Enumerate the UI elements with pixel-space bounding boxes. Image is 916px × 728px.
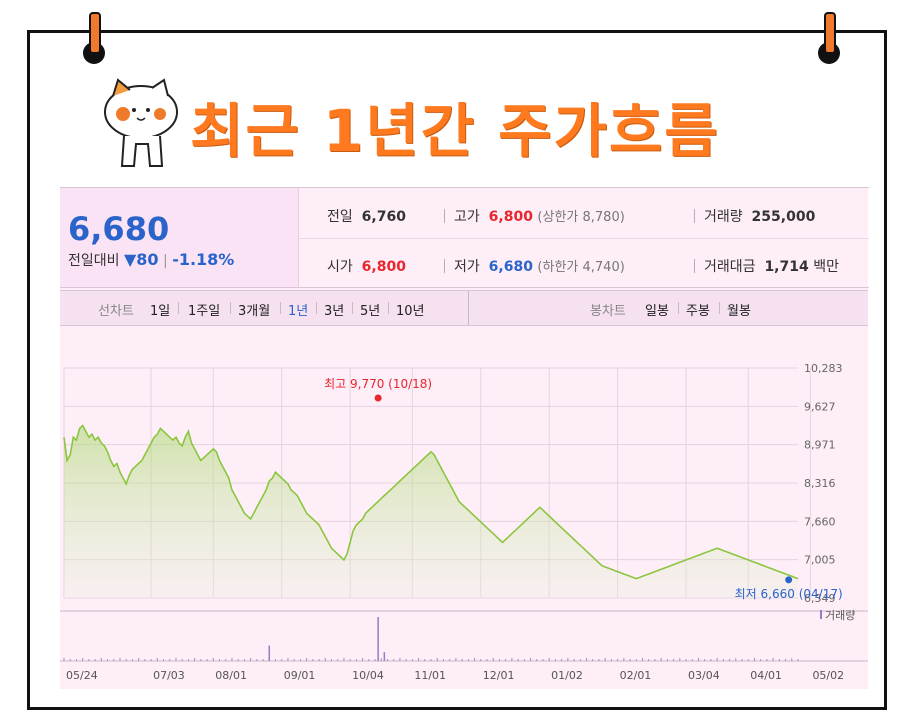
stats-divider (299, 238, 869, 239)
change-value: 80 (136, 250, 159, 269)
page-title: 최근 1년간 주가흐름 (190, 97, 720, 165)
tab-daily[interactable]: 일봉 (645, 304, 669, 319)
stat-trade-value: 거래대금 1,714 백만 (704, 259, 839, 275)
x-tick-label: 08/01 (215, 669, 247, 682)
y-tick-label: 7,005 (804, 554, 836, 567)
y-tick-label: 8,971 (804, 439, 836, 452)
change-label: 전일대비 (68, 253, 120, 269)
tab-separator (388, 302, 389, 314)
x-tick-label: 03/04 (688, 669, 720, 682)
tab-separator (178, 302, 179, 314)
tab-separator (280, 302, 281, 314)
stat-separator (444, 259, 445, 273)
tab-3y[interactable]: 3년 (324, 304, 345, 319)
tab-weekly[interactable]: 주봉 (686, 304, 710, 319)
tab-10y[interactable]: 10년 (396, 304, 425, 319)
tab-5y[interactable]: 5년 (360, 304, 381, 319)
stat-separator (444, 209, 445, 223)
x-tick-label: 11/01 (414, 669, 446, 682)
tab-monthly[interactable]: 월봉 (727, 304, 751, 319)
x-tick-label: 04/01 (750, 669, 782, 682)
y-tick-label: 9,627 (804, 400, 836, 413)
stat-separator (694, 209, 695, 223)
y-tick-label: 8,316 (804, 477, 836, 490)
stats-grid: 전일 6,760 고가 6,800 (상한가 8,780) 거래량 255,00… (298, 187, 869, 288)
stat-open: 시가 6,800 (327, 259, 406, 275)
tab-separator (230, 302, 231, 314)
tab-separator (678, 302, 679, 314)
down-arrow-icon: ▼ (123, 250, 137, 269)
x-tick-label: 07/03 (153, 669, 185, 682)
binder-peg-right (824, 12, 836, 54)
tab-1w[interactable]: 1주일 (188, 304, 221, 319)
high-point-label: 최고 9,770 (10/18) (324, 377, 432, 391)
tab-separator (316, 302, 317, 314)
y-tick-label: 6,349 (804, 592, 836, 605)
line-chart-label: 선차트 (98, 304, 134, 319)
x-tick-label: 01/02 (551, 669, 583, 682)
change-percent: -1.18% (172, 250, 235, 269)
x-tick-label: 09/01 (284, 669, 316, 682)
price-area-fill (64, 425, 798, 598)
low-point-label: 최저 6,660 (04/17) (735, 587, 843, 601)
volume-legend-swatch (820, 610, 822, 619)
tab-1d[interactable]: 1일 (150, 304, 171, 319)
stat-high: 고가 6,800 (상한가 8,780) (454, 209, 625, 225)
tab-separator (719, 302, 720, 314)
tab-separator (352, 302, 353, 314)
y-tick-label: 10,283 (804, 362, 843, 375)
price-line (63, 424, 799, 580)
stat-prev-close: 전일 6,760 (327, 209, 406, 225)
x-tick-label: 10/04 (352, 669, 384, 682)
candle-chart-label: 봉차트 (590, 304, 626, 319)
stat-low: 저가 6,680 (하한가 4,740) (454, 259, 625, 275)
binder-peg-left (89, 12, 101, 54)
price-box: 6,680 전일대비 ▼80 | -1.18% (60, 187, 298, 288)
tab-3m[interactable]: 3개월 (238, 304, 271, 319)
current-price: 6,680 (68, 210, 170, 248)
y-tick-label: 7,660 (804, 515, 836, 528)
tab-group-divider (468, 291, 469, 325)
x-tick-label: 02/01 (620, 669, 652, 682)
price-chart: 10,283 9,627 8,971 8,316 7,660 7,005 6,349 05/… (60, 362, 868, 682)
stock-panel: 6,680 전일대비 ▼80 | -1.18% 전일 6,760 고가 6,80… (60, 187, 869, 689)
x-tick-label: 05/24 (66, 669, 98, 682)
volume-legend-label: 거래량 (825, 609, 855, 622)
low-point-marker (785, 576, 793, 584)
cat-mascot-icon (104, 78, 178, 167)
stat-separator (694, 259, 695, 273)
x-tick-label: 05/02 (812, 669, 844, 682)
x-tick-label: 12/01 (483, 669, 515, 682)
chart-period-tabs: 선차트 1일 1주일 3개월 1년 3년 5년 10년 봉차트 일봉 주봉 월봉 (60, 290, 868, 326)
stat-volume: 거래량 255,000 (704, 209, 816, 225)
tab-1y[interactable]: 1년 (288, 304, 309, 319)
price-change: 전일대비 ▼80 | -1.18% (68, 250, 235, 269)
high-point-marker (374, 394, 382, 402)
